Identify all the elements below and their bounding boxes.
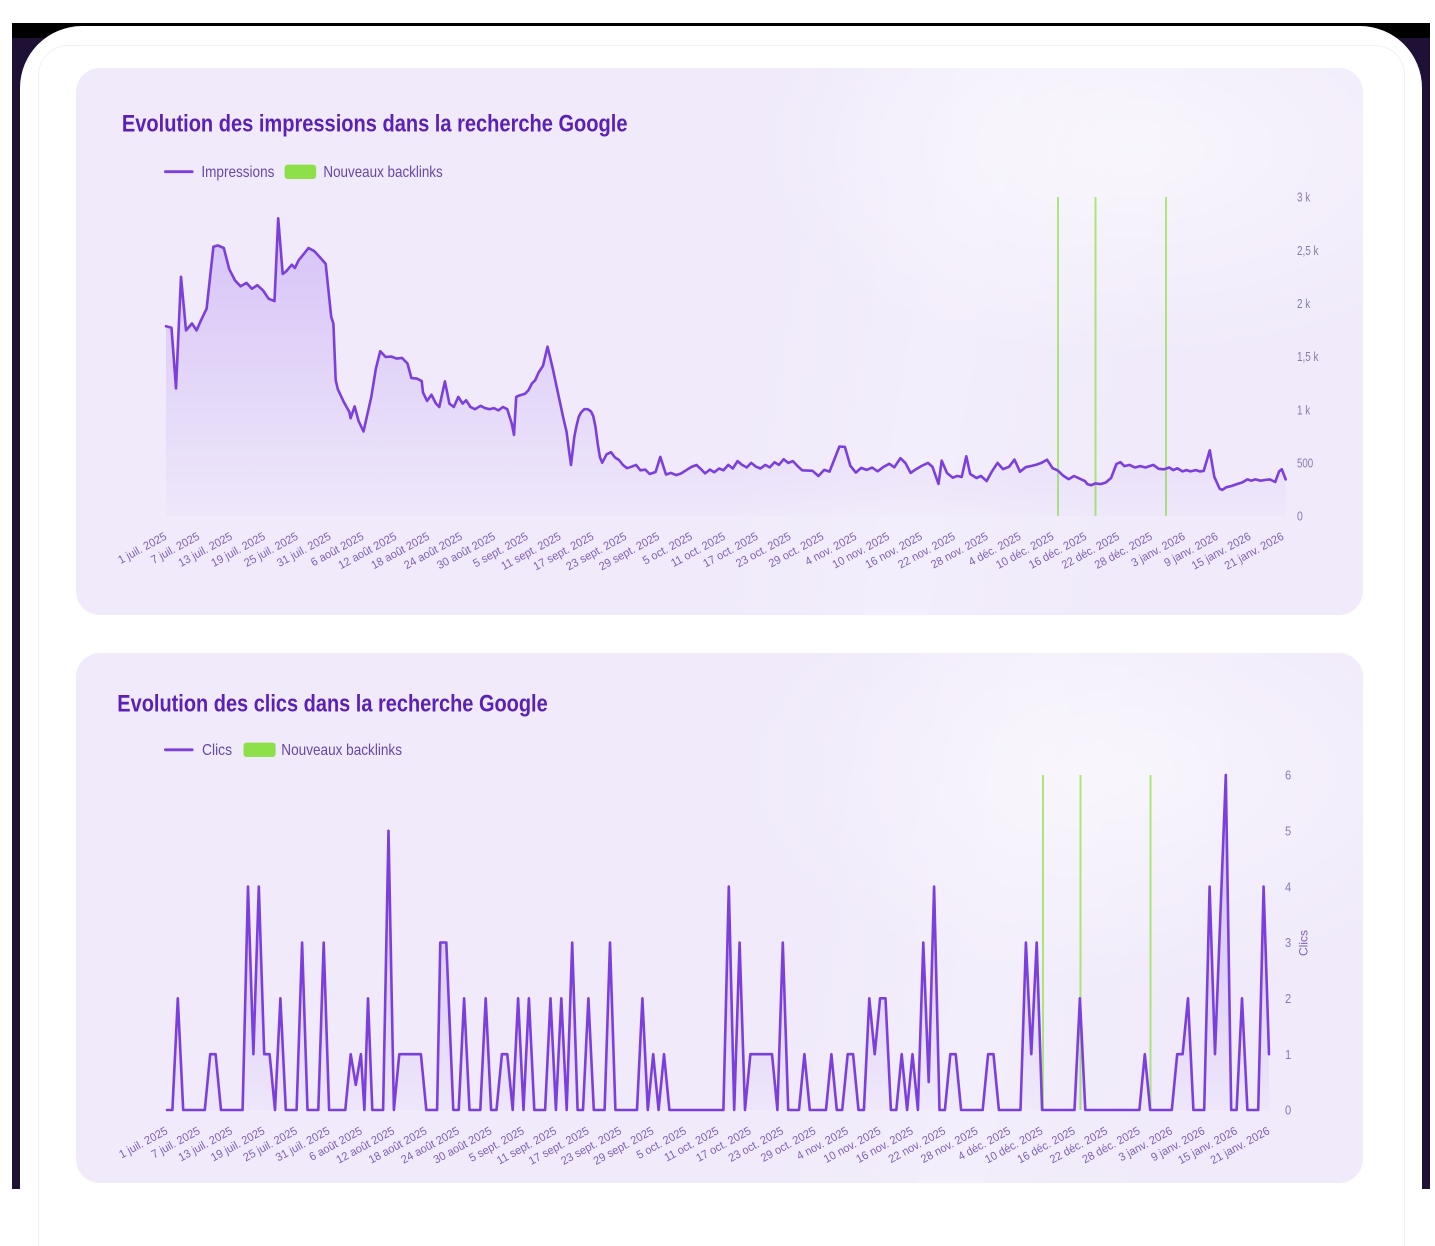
svg-text:1,5 k: 1,5 k — [1297, 349, 1319, 364]
svg-text:0: 0 — [1297, 509, 1303, 524]
svg-text:5: 5 — [1285, 824, 1291, 839]
svg-text:Impressions: Impressions — [201, 164, 274, 181]
svg-text:6: 6 — [1285, 768, 1291, 783]
svg-text:4: 4 — [1285, 879, 1291, 894]
svg-text:Evolution des clics dans la re: Evolution des clics dans la recherche Go… — [117, 691, 547, 718]
svg-text:2 k: 2 k — [1297, 296, 1311, 311]
svg-text:1 k: 1 k — [1297, 402, 1311, 417]
svg-text:Evolution des impressions dans: Evolution des impressions dans la recher… — [122, 111, 628, 138]
svg-text:3: 3 — [1285, 935, 1291, 950]
svg-text:Clics: Clics — [1296, 930, 1310, 956]
svg-text:3 k: 3 k — [1297, 190, 1311, 205]
svg-text:Nouveaux backlinks: Nouveaux backlinks — [281, 742, 402, 759]
svg-text:2,5 k: 2,5 k — [1297, 243, 1319, 258]
svg-text:1: 1 — [1285, 1047, 1291, 1062]
svg-text:2: 2 — [1285, 991, 1291, 1006]
svg-text:Clics: Clics — [202, 742, 232, 759]
svg-text:0: 0 — [1285, 1103, 1291, 1118]
svg-text:500: 500 — [1297, 456, 1313, 471]
svg-text:Nouveaux backlinks: Nouveaux backlinks — [323, 164, 442, 181]
